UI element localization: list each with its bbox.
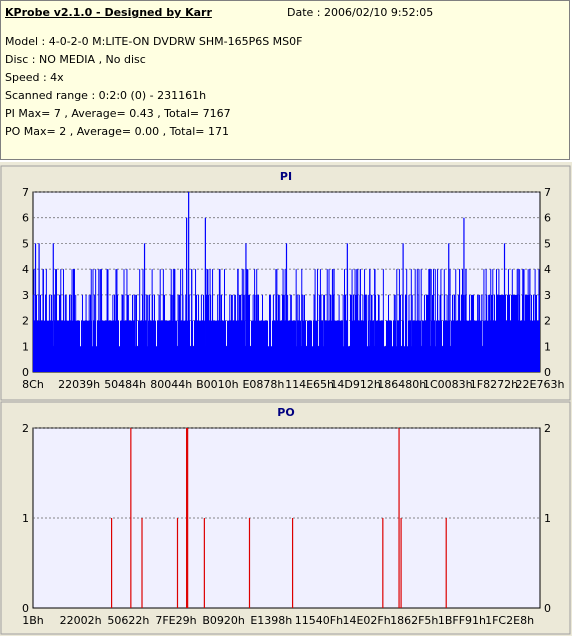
y-tick-label-right-0-1: 1	[544, 340, 551, 353]
y-tick-label-right-0-5: 5	[544, 237, 551, 250]
charts-svg: PI 0 0 1 1 2 2 3 3 4 4 5 5 6 6 7 7 8Ch 22039h 50484h 80044h B…	[0, 165, 571, 635]
y-tick-label-left-0-7: 7	[22, 186, 29, 199]
y-tick-label-right-0-3: 3	[544, 289, 551, 302]
y-tick-label-left-0-3: 3	[22, 289, 29, 302]
y-tick-label-left-1-2: 2	[22, 422, 29, 435]
x-tick-label-0-9: 1C0083h	[423, 378, 473, 391]
x-tick-label-0-3: 80044h	[150, 378, 192, 391]
y-tick-label-right-1-0: 0	[544, 602, 551, 615]
y-tick-label-right-0-6: 6	[544, 212, 551, 225]
x-tick-label-0-1: 22039h	[58, 378, 100, 391]
x-tick-label-1-4: B0920h	[202, 614, 245, 627]
charts-area: PI 0 0 1 1 2 2 3 3 4 4 5 5 6 6 7 7 8Ch 22039h 50484h 80044h B…	[0, 162, 572, 636]
x-tick-label-0-10: 1F8272h	[470, 378, 518, 391]
disc-line: Disc : NO MEDIA , No disc	[5, 53, 146, 66]
x-tick-label-1-0: 1Bh	[22, 614, 44, 627]
y-tick-label-right-0-7: 7	[544, 186, 551, 199]
x-tick-label-1-9: 1BFF91h	[438, 614, 486, 627]
x-tick-label-0-6: 114E65h	[285, 378, 334, 391]
app-title: KProbe v2.1.0 - Designed by Karr	[5, 6, 212, 19]
x-tick-label-1-1: 22002h	[60, 614, 102, 627]
x-tick-label-0-0: 8Ch	[22, 378, 44, 391]
y-tick-label-left-0-6: 6	[22, 212, 29, 225]
pi-summary-line: PI Max= 7 , Average= 0.43 , Total= 7167	[5, 107, 231, 120]
scan-date: Date : 2006/02/10 9:52:05	[287, 6, 434, 19]
y-tick-label-right-1-2: 2	[544, 422, 551, 435]
x-tick-label-1-6: 11540Fh	[295, 614, 343, 627]
model-line: Model : 4-0-2-0 M:LITE-ON DVDRW SHM-165P…	[5, 35, 303, 48]
y-tick-label-left-1-0: 0	[22, 602, 29, 615]
x-tick-label-0-7: 14D912h	[330, 378, 380, 391]
x-tick-label-1-10: 1FC2E8h	[485, 614, 534, 627]
x-tick-label-0-4: B0010h	[196, 378, 239, 391]
x-tick-label-0-8: 186480h	[377, 378, 426, 391]
y-tick-label-right-0-0: 0	[544, 366, 551, 379]
y-tick-label-left-0-5: 5	[22, 237, 29, 250]
y-tick-label-left-0-4: 4	[22, 263, 29, 276]
x-tick-label-1-2: 50622h	[107, 614, 149, 627]
y-tick-label-left-0-0: 0	[22, 366, 29, 379]
y-tick-label-left-0-1: 1	[22, 340, 29, 353]
chart-title-0: PI	[280, 170, 292, 183]
y-tick-label-left-1-1: 1	[22, 512, 29, 525]
x-tick-label-1-3: 7FE29h	[155, 614, 196, 627]
chart-title-1: PO	[277, 406, 294, 419]
y-tick-label-right-0-2: 2	[544, 315, 551, 328]
x-tick-label-0-11: 22E763h	[516, 378, 565, 391]
speed-line: Speed : 4x	[5, 71, 64, 84]
y-tick-label-right-0-4: 4	[544, 263, 551, 276]
x-tick-label-1-7: 14E02Fh	[342, 614, 390, 627]
info-panel: KProbe v2.1.0 - Designed by Karr Date : …	[0, 0, 570, 160]
po-summary-line: PO Max= 2 , Average= 0.00 , Total= 171	[5, 125, 229, 138]
x-tick-label-1-5: E1398h	[250, 614, 292, 627]
x-tick-label-1-8: 1862F5h	[390, 614, 438, 627]
y-tick-label-right-1-1: 1	[544, 512, 551, 525]
range-line: Scanned range : 0:2:0 (0) - 231161h	[5, 89, 207, 102]
y-tick-label-left-0-2: 2	[22, 315, 29, 328]
x-tick-label-0-2: 50484h	[104, 378, 146, 391]
x-tick-label-0-5: E0878h	[242, 378, 284, 391]
